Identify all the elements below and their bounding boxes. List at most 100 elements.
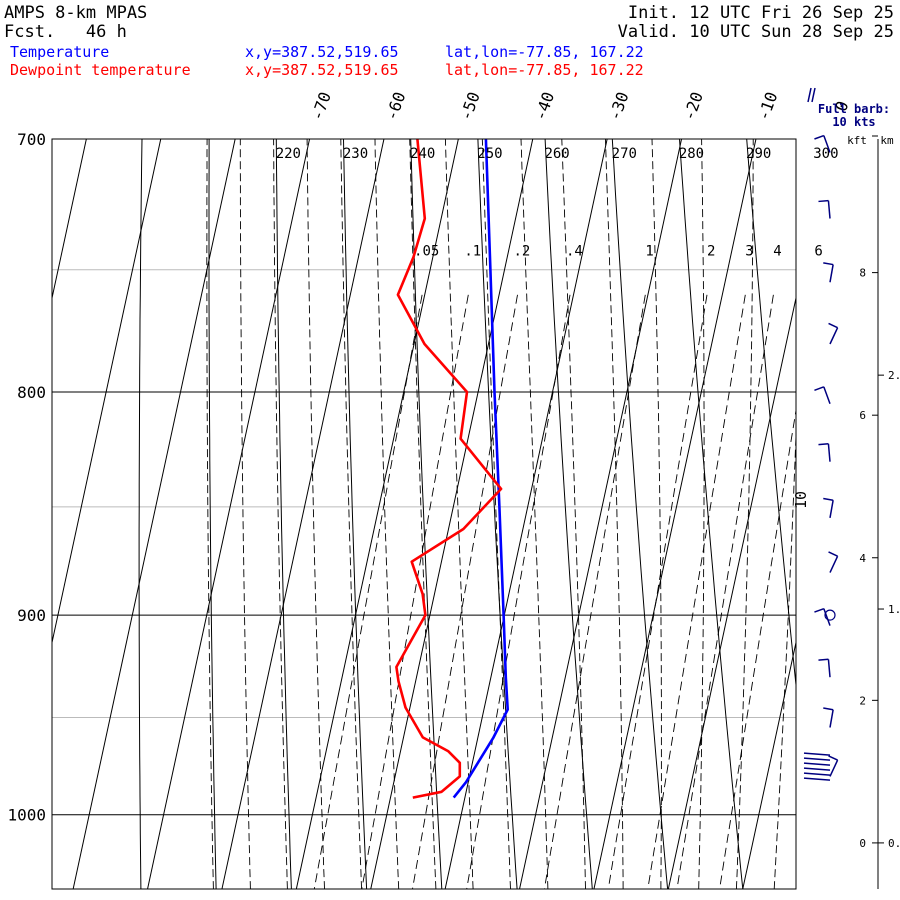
pressure-tick-label: 1000 xyxy=(7,806,46,825)
moist-adiabat-line xyxy=(306,139,325,889)
mixing-ratio-line xyxy=(466,294,571,889)
wind-barb xyxy=(827,200,831,219)
barb-legend-icon xyxy=(811,87,816,103)
plot-series xyxy=(395,139,510,799)
isotherm-line xyxy=(593,139,757,889)
isotherm-tick-label: -20 xyxy=(679,89,707,123)
isotherm-line xyxy=(295,139,459,889)
dry-adiabat-line xyxy=(477,139,518,889)
legend-dewpoint-latlon: lat,lon=-77.85, 167.22 xyxy=(445,61,644,79)
moist-adiabat-line xyxy=(773,423,796,889)
wind-barb xyxy=(829,759,839,777)
kft-tick-label: 6 xyxy=(859,409,866,422)
wind-barb xyxy=(828,755,838,761)
wind-barb xyxy=(829,327,839,345)
wind-barb xyxy=(823,262,834,266)
calm-wind-circle xyxy=(824,609,836,621)
dry-adiabat-line xyxy=(544,139,593,889)
wind-barb xyxy=(823,497,834,501)
isotherm-line xyxy=(892,139,900,889)
wind-barb xyxy=(803,767,831,771)
forecast-label: Fcst. xyxy=(4,22,56,42)
wind-barb xyxy=(827,659,831,678)
mixing-ratio-line xyxy=(313,294,423,889)
model-name: AMPS 8-km MPAS xyxy=(4,3,148,23)
moist-adiabat-line xyxy=(444,139,474,889)
isotherm-line xyxy=(817,139,900,889)
init-time-row: Init. 12 UTC Fri 26 Sep 25 xyxy=(628,4,894,23)
wind-barb xyxy=(828,322,838,329)
moist-adiabat-line xyxy=(520,139,549,889)
mixing-ratio-label: 6 xyxy=(814,244,822,260)
dry-adiabat-label: 240 xyxy=(410,146,435,162)
legend-dewpoint-xy: x,y=387.52,519.65 xyxy=(245,61,399,79)
isotherm-line xyxy=(444,139,608,889)
dry-adiabat-label: 270 xyxy=(612,146,637,162)
pressure-tick-label: 900 xyxy=(17,606,46,625)
isotherm-tick-label: -50 xyxy=(456,89,484,123)
pressure-tick-label: 800 xyxy=(17,383,46,402)
forecast-hour-row: Fcst. 46 h xyxy=(4,23,127,42)
moist-adiabat-line xyxy=(561,139,586,889)
dry-adiabat-line xyxy=(275,139,292,889)
wind-barb xyxy=(818,199,829,203)
wind-barb xyxy=(814,134,825,140)
kft-tick-label: 8 xyxy=(859,267,866,280)
moist-adiabat-line xyxy=(206,139,214,889)
wind-barb xyxy=(803,772,831,776)
valid-time-row: Valid. 10 UTC Sun 28 Sep 25 xyxy=(618,23,894,42)
mixing-ratio-label: 3 xyxy=(745,244,753,260)
mixing-ratio-label: 4 xyxy=(773,244,781,260)
km-tick-label: 0. xyxy=(888,837,900,850)
wind-barb xyxy=(814,607,825,613)
inline-rotated-label: 10 xyxy=(792,491,810,509)
dry-adiabat-label: 280 xyxy=(679,146,704,162)
legend-temperature-xy: x,y=387.52,519.65 xyxy=(245,43,399,61)
moist-adiabat-line xyxy=(273,139,288,889)
dry-adiabat-line xyxy=(138,139,143,889)
wind-barb xyxy=(803,777,831,781)
legend-temperature-latlon: lat,lon=-77.85, 167.22 xyxy=(445,43,644,61)
dry-adiabat-label: 220 xyxy=(276,146,301,162)
temperature-profile-line xyxy=(452,139,510,799)
dewpoint-profile-line xyxy=(395,139,503,799)
valid-label: Valid. xyxy=(617,22,680,42)
wind-barb xyxy=(829,264,834,283)
forecast-value: 46 h xyxy=(85,22,127,42)
moist-adiabat-line xyxy=(481,139,511,889)
mixing-ratio-label: 1 xyxy=(645,244,653,260)
isotherm-line xyxy=(742,640,796,889)
dry-adiabat-label: 290 xyxy=(746,146,771,162)
wind-barb xyxy=(803,757,831,761)
mixing-ratio-label: 2 xyxy=(707,244,715,260)
isotherm-tick-label: -10 xyxy=(754,89,782,123)
kft-tick-label: 0 xyxy=(859,837,866,850)
dry-adiabat-line xyxy=(342,139,368,889)
moist-adiabat-line xyxy=(735,139,754,889)
mixing-ratio-label: .4 xyxy=(566,244,583,260)
dry-adiabat-label: 250 xyxy=(477,146,502,162)
wind-barb xyxy=(829,500,834,519)
barb-legend-title: Full barb: xyxy=(818,102,890,116)
init-label: Init. xyxy=(627,3,680,23)
dry-adiabat-line xyxy=(611,139,669,889)
wind-barb xyxy=(823,135,831,153)
wind-barb xyxy=(823,707,834,711)
wind-barb xyxy=(829,555,839,573)
isotherm-line xyxy=(519,139,683,889)
mixing-ratio-line xyxy=(361,294,469,889)
wind-barb xyxy=(818,658,829,661)
km-tick-label: 2. xyxy=(888,369,900,382)
moist-adiabat-line xyxy=(651,139,662,889)
wind-barb xyxy=(829,709,834,728)
moist-adiabat-line xyxy=(340,139,363,889)
pressure-tick-label: 700 xyxy=(17,130,46,149)
dry-adiabat-line xyxy=(678,139,744,889)
mixing-ratio-line xyxy=(719,407,796,889)
side-panel: Full barb:10 kts kft km 0 2 4 6 8 0. 1. 2. xyxy=(803,87,900,889)
isotherm-tick-label: -70 xyxy=(307,89,335,123)
mixing-ratio-label: .1 xyxy=(464,244,481,260)
wind-barb xyxy=(827,443,831,462)
isotherm-line xyxy=(370,139,534,889)
